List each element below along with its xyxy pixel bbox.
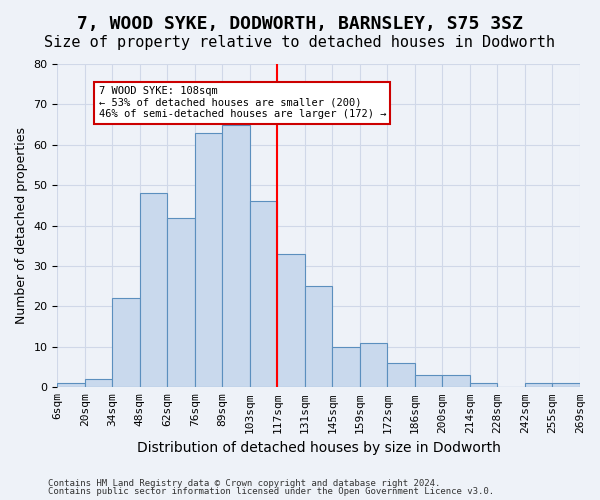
Bar bbox=[250, 202, 277, 388]
Bar bbox=[525, 384, 553, 388]
Bar bbox=[388, 363, 415, 388]
Text: 7 WOOD SYKE: 108sqm
← 53% of detached houses are smaller (200)
46% of semi-detac: 7 WOOD SYKE: 108sqm ← 53% of detached ho… bbox=[98, 86, 386, 120]
Text: Size of property relative to detached houses in Dodworth: Size of property relative to detached ho… bbox=[44, 35, 556, 50]
X-axis label: Distribution of detached houses by size in Dodworth: Distribution of detached houses by size … bbox=[137, 441, 500, 455]
Bar bbox=[415, 375, 442, 388]
Y-axis label: Number of detached properties: Number of detached properties bbox=[15, 127, 28, 324]
Bar bbox=[332, 347, 360, 388]
Bar bbox=[305, 286, 332, 388]
Bar bbox=[140, 194, 167, 388]
Bar bbox=[223, 124, 250, 388]
Bar bbox=[58, 384, 85, 388]
Text: 7, WOOD SYKE, DODWORTH, BARNSLEY, S75 3SZ: 7, WOOD SYKE, DODWORTH, BARNSLEY, S75 3S… bbox=[77, 15, 523, 33]
Bar bbox=[195, 132, 223, 388]
Bar bbox=[277, 254, 305, 388]
Text: Contains public sector information licensed under the Open Government Licence v3: Contains public sector information licen… bbox=[48, 487, 494, 496]
Bar bbox=[470, 384, 497, 388]
Bar bbox=[553, 384, 580, 388]
Bar bbox=[167, 218, 195, 388]
Bar bbox=[442, 375, 470, 388]
Bar bbox=[360, 343, 388, 388]
Text: Contains HM Land Registry data © Crown copyright and database right 2024.: Contains HM Land Registry data © Crown c… bbox=[48, 478, 440, 488]
Bar bbox=[85, 379, 112, 388]
Bar bbox=[112, 298, 140, 388]
